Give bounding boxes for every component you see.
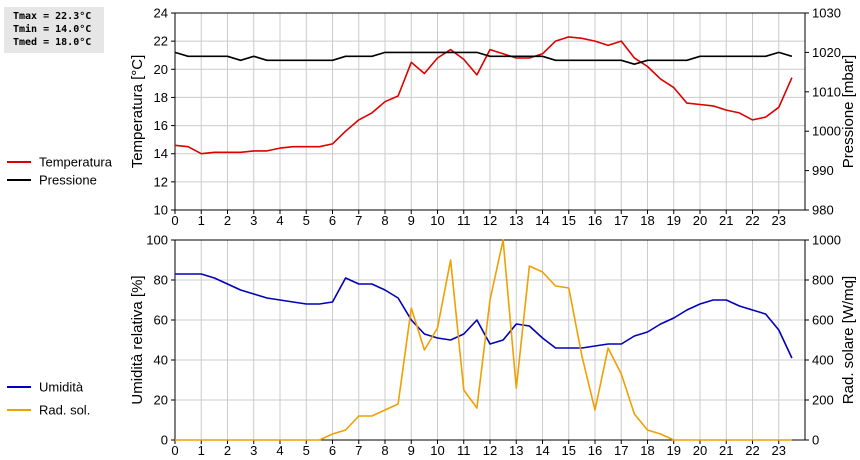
panel1-ytick-left-label: 16 bbox=[154, 118, 168, 133]
panel1-xtick-label: 15 bbox=[562, 213, 576, 228]
panel1-xtick-label: 23 bbox=[772, 213, 786, 228]
panel2-xtick-label: 18 bbox=[640, 443, 654, 458]
panel2-xtick-label: 23 bbox=[772, 443, 786, 458]
panel1-xtick-label: 7 bbox=[355, 213, 362, 228]
panel2-xtick-label: 16 bbox=[588, 443, 602, 458]
panel2-xtick-label: 4 bbox=[276, 443, 283, 458]
panel2-ytick-left-label: 0 bbox=[161, 433, 168, 448]
panel1-ytick-right-label: 1010 bbox=[812, 84, 841, 99]
panel1-xtick-label: 6 bbox=[329, 213, 336, 228]
panel1-xtick-label: 11 bbox=[457, 213, 471, 228]
panel1-ytick-right-label: 980 bbox=[812, 203, 834, 218]
panel1-ytick-left-label: 20 bbox=[154, 62, 168, 77]
tmax-stat: Tmax = 22.3°C bbox=[13, 11, 92, 22]
panel1-ytick-left-label: 14 bbox=[154, 146, 168, 161]
panel2-ytick-left-label: 60 bbox=[154, 313, 168, 328]
panel2-xtick-label: 11 bbox=[457, 443, 471, 458]
panel2-xtick-label: 19 bbox=[667, 443, 681, 458]
panel1-xtick-label: 8 bbox=[381, 213, 388, 228]
panel1-xtick-label: 16 bbox=[588, 213, 602, 228]
panel1-xtick-label: 18 bbox=[640, 213, 654, 228]
panel1-ytick-right-label: 990 bbox=[812, 163, 834, 178]
panel2-xtick-label: 3 bbox=[250, 443, 257, 458]
panel1-ytick-right-label: 1020 bbox=[812, 45, 841, 60]
panel1-ylabel-left: Temperatura [°C] bbox=[129, 55, 146, 169]
panel2-ytick-right-label: 0 bbox=[812, 433, 819, 448]
panel2-ytick-left-label: 80 bbox=[154, 273, 168, 288]
panel2-legend-label: Rad. sol. bbox=[39, 403, 90, 418]
tmin-stat: Tmin = 14.0°C bbox=[13, 24, 92, 35]
panel2-ytick-left-label: 40 bbox=[154, 353, 168, 368]
panel1-ytick-left-label: 10 bbox=[154, 203, 168, 218]
panel1-xtick-label: 9 bbox=[408, 213, 415, 228]
panel1-ytick-left-label: 18 bbox=[154, 90, 168, 105]
panel1-xtick-label: 22 bbox=[745, 213, 759, 228]
panel2-xtick-label: 17 bbox=[614, 443, 628, 458]
panel1-ytick-left-label: 24 bbox=[154, 6, 168, 21]
panel1-xtick-label: 1 bbox=[198, 213, 205, 228]
panel1-ytick-right-label: 1000 bbox=[812, 124, 841, 139]
panel1-xtick-label: 21 bbox=[719, 213, 733, 228]
panel2-ytick-right-label: 1000 bbox=[812, 233, 841, 248]
tmed-stat: Tmed = 18.0°C bbox=[13, 37, 92, 48]
stats-box: Tmax = 22.3°C Tmin = 14.0°C Tmed = 18.0°… bbox=[4, 7, 104, 53]
panel1-xtick-label: 3 bbox=[250, 213, 257, 228]
panel1-plot-frame bbox=[174, 12, 806, 211]
panel2-xtick-label: 1 bbox=[198, 443, 205, 458]
panel1-legend-label: Pressione bbox=[39, 173, 97, 188]
panel1-ytick-left-label: 22 bbox=[154, 34, 168, 49]
panel1-xtick-label: 19 bbox=[667, 213, 681, 228]
panel2-ytick-left-label: 100 bbox=[146, 233, 168, 248]
panel2-ytick-left-label: 20 bbox=[154, 393, 168, 408]
panel1-xtick-label: 17 bbox=[614, 213, 628, 228]
panel2-xtick-label: 12 bbox=[483, 443, 497, 458]
panel1-legend-label: Temperatura bbox=[39, 155, 113, 170]
panel2-xtick-label: 13 bbox=[509, 443, 523, 458]
panel2-ytick-right-label: 800 bbox=[812, 273, 834, 288]
panel2-ytick-right-label: 600 bbox=[812, 313, 834, 328]
panel2-legend-label: Umidità bbox=[39, 380, 84, 395]
panel1-xtick-label: 0 bbox=[171, 213, 178, 228]
panel1-series-pressione bbox=[174, 51, 793, 65]
panel1-ylabel-right: Pressione [mbar] bbox=[840, 55, 857, 168]
panel2-xtick-label: 0 bbox=[171, 443, 178, 458]
panel2-xtick-label: 15 bbox=[562, 443, 576, 458]
panel2-xtick-label: 5 bbox=[303, 443, 310, 458]
panel1-xtick-label: 12 bbox=[483, 213, 497, 228]
panel1-xtick-label: 13 bbox=[509, 213, 523, 228]
panel1-xtick-label: 10 bbox=[430, 213, 444, 228]
panel2-series-umidit bbox=[175, 273, 793, 359]
panel2-ylabel-left: Umidità relativa [%] bbox=[129, 275, 146, 404]
panel2-xtick-label: 2 bbox=[224, 443, 231, 458]
panel1-series-temperatura bbox=[174, 36, 793, 155]
panel2-plot-frame bbox=[174, 239, 806, 441]
panel2-xtick-label: 6 bbox=[329, 443, 336, 458]
panel2-xtick-label: 14 bbox=[535, 443, 549, 458]
panel2-ytick-right-label: 200 bbox=[812, 393, 834, 408]
panel2-xtick-label: 20 bbox=[693, 443, 707, 458]
panel1-ytick-left-label: 12 bbox=[154, 174, 168, 189]
panel2-series-rad-sol bbox=[175, 239, 792, 441]
panel1-xtick-label: 4 bbox=[276, 213, 283, 228]
panel1-xtick-label: 20 bbox=[693, 213, 707, 228]
panel2-ytick-right-label: 400 bbox=[812, 353, 834, 368]
panel1-xtick-label: 5 bbox=[303, 213, 310, 228]
panel2-xtick-label: 10 bbox=[430, 443, 444, 458]
panel1-ytick-right-label: 1030 bbox=[812, 6, 841, 21]
panel2-xtick-label: 21 bbox=[719, 443, 733, 458]
panel1-xtick-label: 2 bbox=[224, 213, 231, 228]
panel2-xtick-label: 7 bbox=[355, 443, 362, 458]
panel2-ylabel-right: Rad. solare [W/mq] bbox=[840, 276, 857, 404]
panel2-xtick-label: 9 bbox=[408, 443, 415, 458]
panel2-xtick-label: 8 bbox=[381, 443, 388, 458]
panel1-xtick-label: 14 bbox=[535, 213, 549, 228]
panel2-xtick-label: 22 bbox=[745, 443, 759, 458]
